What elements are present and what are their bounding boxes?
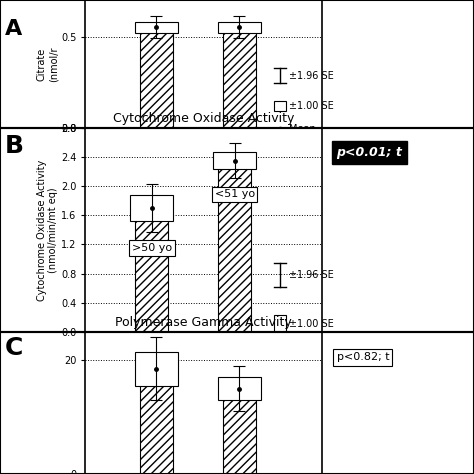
Text: ±1.96 SE: ±1.96 SE: [289, 270, 334, 280]
Title: Polymerase Gamma Activity: Polymerase Gamma Activity: [116, 316, 292, 329]
Bar: [218, 161, 251, 332]
Bar: [130, 195, 173, 221]
Text: C: C: [5, 336, 23, 360]
Bar: [223, 389, 256, 474]
Text: ±1.00 SE: ±1.00 SE: [289, 101, 334, 111]
Title: Cytochrome Oxidase Activity: Cytochrome Oxidase Activity: [113, 112, 294, 126]
X-axis label: Subject Group: Subject Group: [159, 356, 248, 366]
Bar: [274, 316, 285, 332]
Bar: [213, 152, 256, 170]
Text: ±1.00 SE: ±1.00 SE: [289, 319, 334, 328]
Text: p<0.82; t: p<0.82; t: [337, 352, 389, 363]
Bar: [218, 22, 261, 33]
Bar: [135, 208, 168, 332]
Bar: [140, 27, 173, 128]
Text: Mean: Mean: [289, 356, 316, 365]
Text: B: B: [5, 134, 24, 158]
Bar: [140, 369, 173, 474]
Bar: [274, 101, 285, 111]
Text: ±1.96 SE: ±1.96 SE: [289, 71, 334, 81]
X-axis label: Subject Group: Subject Group: [164, 153, 243, 163]
Bar: [135, 352, 178, 386]
Text: >50 yo: >50 yo: [132, 243, 172, 253]
Text: p<0.01; t: p<0.01; t: [337, 146, 402, 159]
Y-axis label: Citrate
(nmol/r: Citrate (nmol/r: [36, 46, 58, 82]
Bar: [218, 377, 261, 400]
Bar: [135, 22, 178, 33]
Text: A: A: [5, 19, 22, 39]
Bar: [223, 27, 256, 128]
Text: <51 yo: <51 yo: [215, 189, 255, 200]
Text: Mean: Mean: [289, 124, 316, 134]
Y-axis label: Cytochrome Oxidase Activity
(nmol/min/mt eq): Cytochrome Oxidase Activity (nmol/min/mt…: [36, 159, 58, 301]
